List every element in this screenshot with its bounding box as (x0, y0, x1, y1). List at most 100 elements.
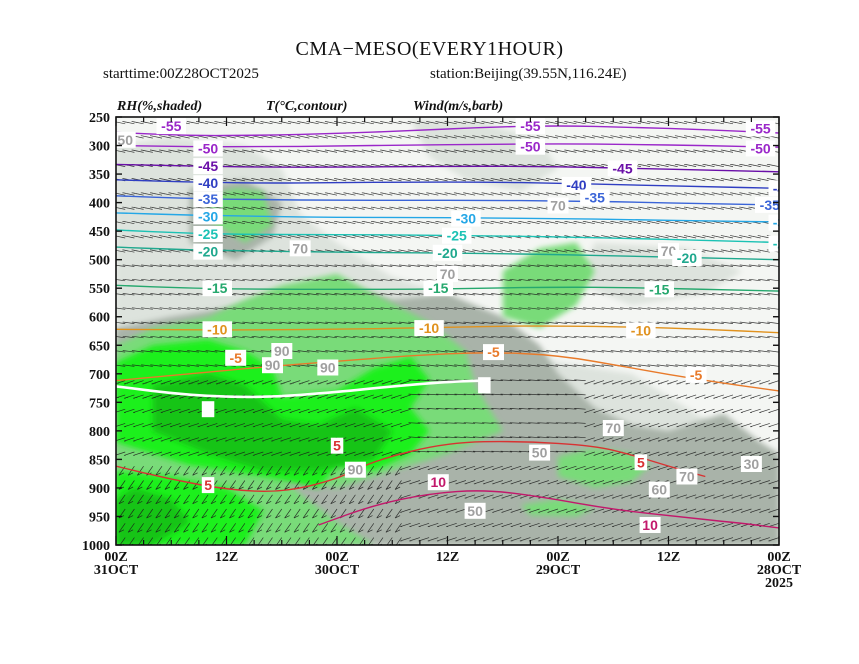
station-label: station:Beijing(39.55N,116.24E) (430, 66, 627, 82)
temperature-label: 5 (201, 477, 215, 494)
label-text: -20 (198, 244, 218, 260)
y-tick-label: 400 (89, 197, 110, 212)
label-text: -40 (566, 177, 586, 193)
label-text: 0 (204, 401, 212, 417)
label-box (639, 517, 661, 533)
label-box (451, 210, 481, 227)
temperature-label: 10 (427, 474, 449, 491)
label-box (607, 160, 638, 177)
rh-label: 50 (116, 131, 136, 148)
label-text: -5 (229, 350, 242, 366)
rh-label: 70 (437, 265, 458, 282)
label-box (156, 118, 186, 135)
label-text: -10 (207, 321, 227, 337)
label-text: -5 (690, 367, 703, 383)
label-box (515, 118, 546, 135)
temperature-label: -20 (672, 250, 702, 266)
temperature-label: -2 (768, 235, 779, 252)
label-box (262, 357, 283, 374)
rh-label: 50 (529, 444, 551, 461)
label-text: 10 (431, 474, 447, 490)
label-text: -55 (750, 120, 770, 136)
label-box (271, 343, 293, 359)
temperature-label: -45 (193, 158, 223, 175)
label-text: 90 (320, 360, 336, 376)
temperature-label: 0 (201, 401, 215, 418)
pressure-axis: 2503003504004505005506006507007508008509… (82, 111, 779, 554)
label-box (768, 214, 779, 231)
label-text: 90 (348, 462, 364, 478)
rh-region (410, 119, 558, 192)
temperature-label: -55 (515, 118, 546, 135)
wind-barbs (116, 121, 779, 545)
temperature-contour-labels: -55 -55 -55-50 -50 -50-45 -45-40 -40 -4-35 -35 -3… (156, 118, 786, 533)
temperature-label: -3 (768, 214, 786, 231)
label-box (225, 349, 247, 366)
y-tick-label: 850 (89, 453, 110, 468)
temperature-contours (116, 125, 779, 529)
label-box (478, 377, 491, 394)
temperature-label: -15 (423, 280, 453, 297)
temperature-label: -25 (442, 227, 472, 244)
label-box (193, 208, 223, 225)
chart-title: CMA−MESO(EVERY1HOUR) (295, 38, 564, 60)
label-box (414, 320, 444, 337)
temperature-label: -55 (156, 118, 186, 135)
temperature-label: -5 (685, 366, 707, 383)
label-box (193, 226, 223, 242)
temperature-contour-10 (318, 490, 779, 529)
temperature-label: -50 (745, 140, 776, 157)
temperature-label: -10 (202, 321, 232, 338)
temperature-contour--15 (116, 284, 779, 292)
label-box (768, 235, 779, 252)
y-tick-label: 350 (89, 168, 110, 183)
x-tick-label: 00Z (767, 550, 790, 565)
label-text: 60 (652, 482, 668, 498)
label-text: 5 (333, 438, 341, 454)
wind-barb-field (116, 121, 779, 545)
label-text: 10 (642, 517, 658, 533)
label-box (289, 240, 311, 257)
label-box (648, 481, 670, 498)
label-text: -50 (520, 139, 540, 155)
label-text: 5 (637, 454, 645, 470)
label-box (626, 322, 656, 339)
label-box (202, 280, 232, 297)
label-text: -20 (437, 245, 457, 261)
label-text: -10 (419, 320, 439, 336)
label-box (483, 344, 504, 361)
label-text: -30 (198, 208, 218, 224)
temperature-label: 5 (330, 437, 344, 454)
label-text: 50 (117, 132, 133, 148)
label-box (672, 250, 702, 266)
label-box (464, 502, 486, 519)
label-text: -3 (773, 215, 786, 231)
y-tick-label: 1000 (82, 539, 110, 554)
rh-label: 90 (262, 357, 283, 374)
x-tick-label: 12Z (657, 550, 680, 565)
label-text: 30 (744, 456, 760, 472)
label-box (580, 189, 610, 206)
temperature-label: -10 (414, 320, 444, 337)
label-text: -35 (760, 197, 780, 213)
rh-label: 90 (344, 461, 366, 478)
label-box (685, 366, 707, 383)
label-text: 70 (292, 240, 308, 256)
label-text: -15 (428, 280, 448, 296)
label-box (427, 474, 449, 491)
y-tick-label: 450 (89, 225, 110, 240)
label-box (344, 461, 366, 478)
rh-label: 60 (648, 481, 670, 498)
label-text: 70 (440, 266, 456, 282)
x-tick-label: 00Z (546, 550, 569, 565)
label-box (432, 244, 463, 261)
y-tick-label: 650 (89, 339, 110, 354)
label-box (755, 196, 779, 213)
label-box (330, 437, 344, 454)
temperature-label: -10 (626, 322, 656, 339)
y-tick-label: 900 (89, 482, 110, 497)
temperature-label: -20 (193, 243, 223, 260)
label-text: -15 (649, 281, 669, 297)
label-box (676, 468, 698, 485)
label-box (202, 321, 232, 338)
